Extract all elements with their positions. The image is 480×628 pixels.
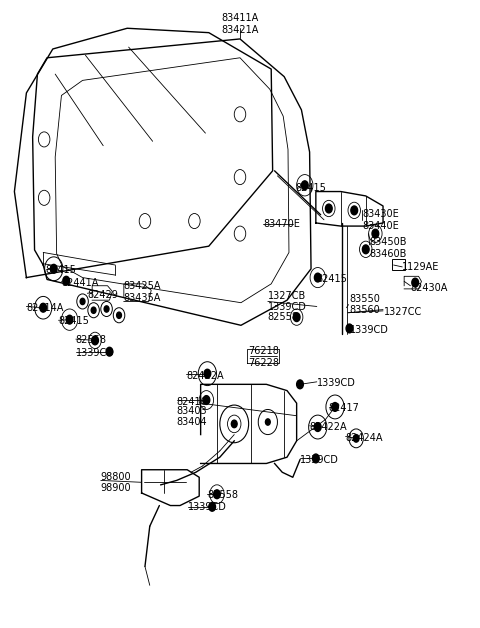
Text: 1327CC: 1327CC [384, 307, 422, 317]
Text: 82441A: 82441A [61, 278, 99, 288]
Circle shape [231, 420, 237, 428]
Text: 83550
83560: 83550 83560 [349, 294, 380, 315]
Circle shape [214, 490, 220, 499]
Text: 82414A: 82414A [26, 303, 64, 313]
Circle shape [293, 313, 300, 322]
Circle shape [325, 204, 332, 213]
Circle shape [314, 423, 321, 431]
Circle shape [80, 298, 85, 305]
Text: 1339CD: 1339CD [317, 378, 356, 388]
Circle shape [346, 324, 353, 333]
Circle shape [351, 206, 358, 215]
Text: 1327CB
1339CD: 1327CB 1339CD [268, 291, 307, 312]
Text: 83430E
83440E: 83430E 83440E [362, 209, 399, 230]
Text: 83470E: 83470E [263, 219, 300, 229]
Text: 82415: 82415 [295, 183, 326, 193]
Circle shape [372, 229, 379, 238]
Text: 82558: 82558 [207, 490, 239, 500]
Circle shape [50, 264, 57, 273]
Circle shape [412, 278, 419, 287]
Circle shape [203, 396, 210, 404]
Circle shape [353, 435, 359, 442]
Text: 82558: 82558 [76, 335, 107, 345]
Circle shape [40, 303, 47, 312]
Text: 1339CD: 1339CD [76, 348, 115, 358]
Text: 82416: 82416 [177, 397, 207, 407]
Text: 83411A
83421A: 83411A 83421A [221, 13, 259, 35]
Circle shape [332, 403, 338, 411]
Text: 1339CD: 1339CD [350, 325, 389, 335]
Text: 82430A: 82430A [410, 283, 448, 293]
Circle shape [297, 380, 303, 389]
Text: 1339CD: 1339CD [300, 455, 339, 465]
Text: 83450B
83460B: 83450B 83460B [370, 237, 407, 259]
Circle shape [63, 276, 70, 285]
Text: 82429: 82429 [87, 290, 118, 300]
Text: 82415: 82415 [317, 274, 348, 284]
Text: 1129AE: 1129AE [402, 262, 440, 272]
Circle shape [314, 273, 321, 282]
Text: 83425A
83435A: 83425A 83435A [124, 281, 161, 303]
Circle shape [106, 347, 113, 356]
Text: 82417: 82417 [329, 403, 360, 413]
Text: 82422A: 82422A [186, 371, 224, 381]
Circle shape [209, 502, 216, 511]
Circle shape [92, 336, 98, 345]
Circle shape [66, 315, 73, 324]
Text: 82424A: 82424A [346, 433, 383, 443]
Text: 98800
98900: 98800 98900 [101, 472, 132, 493]
Text: 82415: 82415 [59, 316, 89, 326]
Text: 83403
83404: 83403 83404 [177, 406, 207, 427]
Circle shape [312, 454, 319, 463]
Text: 76218
76228: 76218 76228 [249, 346, 280, 367]
Circle shape [117, 312, 121, 318]
Text: 82558: 82558 [268, 312, 299, 322]
Circle shape [301, 181, 308, 190]
Circle shape [104, 306, 109, 312]
Text: 1339CD: 1339CD [188, 502, 227, 512]
Circle shape [265, 419, 270, 425]
Circle shape [91, 307, 96, 313]
Circle shape [204, 369, 211, 378]
Circle shape [362, 245, 369, 254]
Text: 82415: 82415 [46, 265, 76, 275]
Text: 82422A: 82422A [310, 422, 347, 432]
